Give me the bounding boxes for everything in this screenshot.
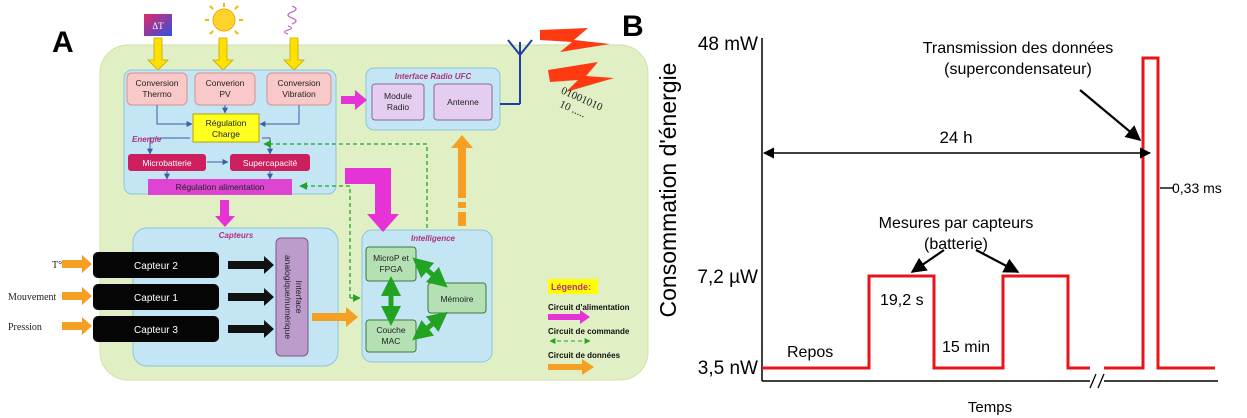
svg-text:Mémoire: Mémoire bbox=[440, 294, 473, 304]
power-arrows bbox=[215, 90, 399, 232]
energy-group-label: Energie bbox=[132, 135, 162, 144]
panel-b: B Consommation d'énergie 48 mW 7,2 µW 3,… bbox=[622, 10, 1222, 416]
x-axis-label: Temps bbox=[968, 399, 1012, 416]
legend-title: Légende: bbox=[551, 282, 591, 292]
y-tick-48mw: 48 mW bbox=[698, 34, 758, 55]
interface-adc-box: Interfaceanalogique/numérique bbox=[275, 237, 309, 357]
input-pression-label: Pression bbox=[8, 322, 42, 333]
legend-alim-label: Circuit d'alimentation bbox=[548, 303, 630, 312]
svg-text:Microbatterie: Microbatterie bbox=[142, 158, 191, 168]
pulse-width-label: 19,2 s bbox=[880, 292, 924, 309]
antenna-icon bbox=[500, 39, 533, 105]
legend: Légende: Circuit d'alimentation Circuit … bbox=[548, 279, 630, 375]
svg-text:Régulation alimentation: Régulation alimentation bbox=[176, 182, 265, 192]
microbatterie-box: Microbatterie bbox=[128, 154, 206, 171]
sun-icon bbox=[205, 3, 243, 35]
svg-text:Supercapacité: Supercapacité bbox=[243, 158, 298, 168]
conversion-thermo-label: Conversion Thermo bbox=[136, 78, 179, 99]
input-temperature-label: T° bbox=[52, 260, 62, 271]
data-arrows bbox=[312, 135, 473, 327]
conversion-vibration-label: Conversion Vibration bbox=[278, 78, 321, 99]
mesures-pointer-right bbox=[975, 249, 1020, 273]
mesures-pointer-left bbox=[910, 249, 945, 273]
panel-a: A ΔT bbox=[8, 3, 649, 381]
conversion-pv-label: Converion PV bbox=[206, 78, 245, 99]
command-lines bbox=[263, 140, 428, 302]
svg-text:Capteur 1: Capteur 1 bbox=[134, 293, 178, 304]
panel-a-letter: A bbox=[52, 26, 74, 59]
svg-text:Capteur 2: Capteur 2 bbox=[134, 261, 178, 272]
conversion-vibration-box: Conversion Vibration bbox=[266, 72, 332, 106]
input-mouvement-label: Mouvement bbox=[8, 292, 57, 303]
conversion-pv-box: Converion PV bbox=[194, 72, 256, 106]
input-arrows bbox=[62, 255, 92, 335]
capteur-3-box: Capteur 3 bbox=[93, 316, 219, 342]
period-24h-label: 24 h bbox=[939, 128, 972, 147]
intelligence-title: Intelligence bbox=[411, 234, 456, 243]
tx-width-label: 0,33 ms bbox=[1172, 180, 1222, 196]
capteur-2-box: Capteur 2 bbox=[93, 252, 219, 278]
power-trace-main bbox=[762, 274, 1090, 370]
lightning-icon bbox=[540, 28, 614, 92]
vibration-icon bbox=[283, 5, 297, 35]
delta-t-icon: ΔT bbox=[144, 14, 172, 36]
legend-title-bg bbox=[548, 279, 598, 294]
capteurs-title: Capteurs bbox=[219, 231, 254, 240]
regulation-alimentation-box: Régulation alimentation bbox=[148, 179, 292, 195]
conversion-thermo-box: Conversion Thermo bbox=[126, 72, 188, 106]
regulation-charge-label: Régulation Charge bbox=[206, 118, 247, 139]
legend-commande-label: Circuit de commande bbox=[548, 327, 630, 336]
svg-text:Interfaceanalogique/numérique: Interfaceanalogique/numérique bbox=[283, 255, 304, 339]
svg-text:ΔT: ΔT bbox=[152, 21, 164, 31]
data-bus-arrows bbox=[381, 257, 448, 341]
y-axis-label: Consommation d'énergie bbox=[655, 63, 681, 318]
microp-fpga-box: MicroP et FPGA bbox=[365, 246, 417, 282]
legend-donnees-arrow bbox=[548, 359, 594, 375]
antenne-box: Antenne bbox=[433, 83, 493, 121]
pulse-interval-label: 15 min bbox=[942, 339, 990, 356]
transmission-label: Transmission des données (supercondensate… bbox=[923, 40, 1114, 78]
panel-b-letter: B bbox=[622, 10, 644, 43]
transmission-pointer bbox=[1079, 89, 1142, 141]
svg-text:Antenne: Antenne bbox=[447, 97, 479, 107]
axis-break bbox=[1089, 373, 1105, 389]
svg-text:Capteur 3: Capteur 3 bbox=[134, 325, 178, 336]
sensor-to-interface-arrows bbox=[228, 256, 274, 338]
radio-interface-title: Interface Radio UFC bbox=[395, 72, 472, 81]
couche-mac-box: Couche MAC bbox=[365, 319, 417, 353]
energy-input-arrows bbox=[147, 37, 305, 71]
memoire-box: Mémoire bbox=[427, 282, 487, 314]
capteur-1-box: Capteur 1 bbox=[93, 284, 219, 310]
y-tick-3-5nw: 3,5 nW bbox=[698, 358, 758, 379]
supercapacite-box: Supercapacité bbox=[230, 154, 310, 171]
mesures-label: Mesures par capteurs (batterie) bbox=[879, 215, 1034, 253]
power-trace-tx bbox=[1104, 56, 1215, 370]
y-tick-7-2uw: 7,2 µW bbox=[697, 267, 758, 288]
legend-alim-arrow bbox=[548, 310, 590, 324]
legend-donnees-label: Circuit de données bbox=[548, 351, 621, 360]
rest-label: Repos bbox=[787, 344, 833, 361]
module-radio-box: Module Radio bbox=[371, 83, 425, 121]
regulation-charge-box: Régulation Charge bbox=[192, 113, 260, 143]
